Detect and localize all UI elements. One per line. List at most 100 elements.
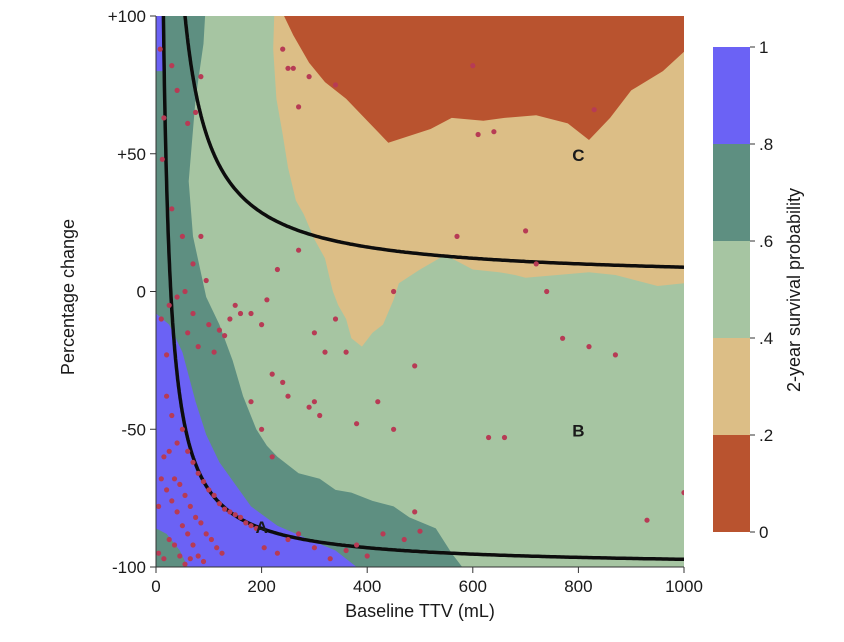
scatter-point xyxy=(586,344,592,350)
scatter-point xyxy=(182,492,188,498)
colorbar-tick-label: .6 xyxy=(759,232,773,251)
x-tick-label: 400 xyxy=(353,577,381,596)
x-axis-label: Baseline TTV (mL) xyxy=(345,601,495,621)
scatter-point xyxy=(259,426,265,432)
scatter-point xyxy=(237,514,244,521)
colorbar-label: 2-year survival probability xyxy=(784,188,804,392)
scatter-point xyxy=(322,349,328,355)
scatter-point xyxy=(296,247,302,253)
scatter-point xyxy=(285,536,291,543)
scatter-point xyxy=(274,550,280,556)
scatter-point xyxy=(491,129,497,135)
colorbar-tick-label: .4 xyxy=(759,329,773,348)
scatter-point xyxy=(375,399,381,405)
scatter-point xyxy=(412,509,418,515)
scatter-point xyxy=(290,65,296,71)
scatter-point xyxy=(219,550,225,556)
scatter-point xyxy=(198,233,204,239)
scatter-point xyxy=(193,109,199,115)
scatter-point xyxy=(311,399,317,405)
y-tick-label: -100 xyxy=(112,558,146,577)
colorbar-band xyxy=(713,47,750,144)
scatter-point xyxy=(306,404,312,410)
scatter-point xyxy=(523,228,529,234)
scatter-point xyxy=(311,545,317,551)
scatter-point xyxy=(343,349,349,355)
contour-band-0.6-0.8-diagonal xyxy=(156,16,463,567)
scatter-point xyxy=(681,490,684,496)
scatter-point xyxy=(317,412,323,419)
x-tick-layer: 0 200 400 600 800 1000 xyxy=(151,567,703,596)
scatter-point xyxy=(190,459,196,465)
scatter-point xyxy=(158,316,164,322)
scatter-point xyxy=(169,412,175,419)
scatter-point xyxy=(203,531,209,537)
x-tick-label: 200 xyxy=(247,577,275,596)
scatter-point xyxy=(177,553,183,559)
scatter-point xyxy=(253,525,259,532)
scatter-point xyxy=(157,46,163,52)
scatter-point xyxy=(187,556,193,562)
scatter-point xyxy=(285,393,291,399)
scatter-point xyxy=(171,476,178,482)
scatter-point xyxy=(166,536,172,543)
scatter-point xyxy=(206,487,212,493)
colorbar-band xyxy=(713,338,750,435)
y-tick-label: 0 xyxy=(137,283,146,302)
region-label-a: A xyxy=(255,518,267,537)
scatter-point xyxy=(475,131,481,138)
scatter-point xyxy=(177,481,183,487)
scatter-point xyxy=(380,531,386,537)
scatter-point xyxy=(470,63,476,69)
scatter-point xyxy=(306,74,312,80)
scatter-point xyxy=(187,503,193,509)
scatter-point xyxy=(280,379,286,385)
contour-band-0-0.2-top xyxy=(284,16,684,143)
scatter-point xyxy=(216,327,222,333)
scatter-point xyxy=(391,288,397,295)
colorbar-tick-label: 0 xyxy=(759,523,768,542)
scatter-point xyxy=(364,553,370,559)
scatter-point xyxy=(311,330,317,336)
region-label-c: C xyxy=(572,146,584,165)
scatter-point xyxy=(296,104,302,110)
upper-threshold-curve xyxy=(183,16,684,269)
scatter-point xyxy=(174,509,180,515)
scatter-point xyxy=(182,288,188,295)
scatter-point xyxy=(179,523,185,529)
threshold-curve-layer xyxy=(161,16,684,562)
scatter-point xyxy=(161,454,167,460)
colorbar-band xyxy=(713,241,750,338)
scatter-point xyxy=(264,297,270,303)
scatter-point xyxy=(285,65,291,71)
colorbar-band xyxy=(713,144,750,241)
lower-threshold-curve xyxy=(161,16,684,562)
x-tick-label: 800 xyxy=(564,577,592,596)
scatter-point xyxy=(237,310,244,317)
scatter-point xyxy=(164,393,170,399)
y-tick-label: +100 xyxy=(108,7,146,26)
scatter-point xyxy=(354,542,360,548)
scatter-point xyxy=(190,310,196,317)
contour-band-0.8-1-bottom xyxy=(156,313,357,567)
scatter-point xyxy=(248,523,254,529)
scatter-point xyxy=(169,206,175,212)
scatter-point xyxy=(214,545,220,551)
scatter-point xyxy=(332,82,339,88)
scatter-point xyxy=(164,352,170,358)
scatter-point xyxy=(243,520,249,526)
scatter-point xyxy=(296,531,302,537)
scatter-point xyxy=(156,503,162,509)
region-label-b: B xyxy=(572,421,584,440)
scatter-point xyxy=(198,74,204,80)
scatter-point xyxy=(211,349,217,355)
scatter-layer xyxy=(156,46,684,567)
scatter-point xyxy=(195,553,201,559)
scatter-point xyxy=(206,322,212,328)
y-tick-layer: -100 -50 0 +50 +100 xyxy=(108,7,156,577)
scatter-point xyxy=(232,512,238,518)
scatter-point xyxy=(222,333,228,339)
colorbar-band xyxy=(713,435,750,532)
colorbar-tick-label: .8 xyxy=(759,135,773,154)
